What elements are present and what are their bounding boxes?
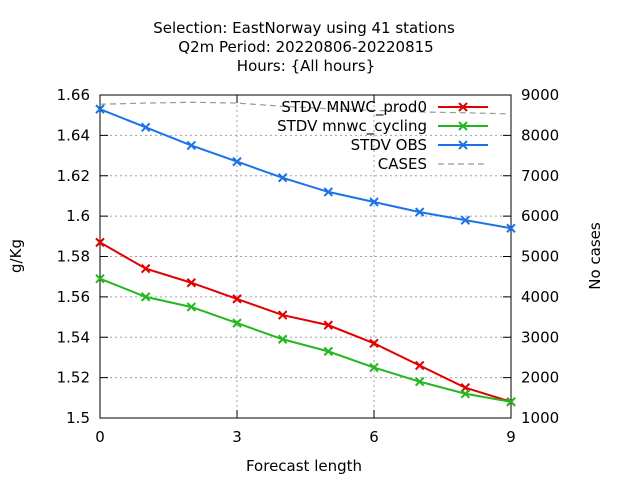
data-point <box>414 207 425 217</box>
series-3 <box>99 101 512 115</box>
data-point <box>232 156 242 167</box>
legend-entry: STDV MNWC_prod0 <box>281 98 488 117</box>
series-line <box>99 108 512 230</box>
y2-tick-label: 1000 <box>521 409 559 427</box>
data-point <box>95 104 105 114</box>
y2-tick-label: 4000 <box>521 288 559 306</box>
y2-tick-label: 3000 <box>521 328 559 346</box>
x-tick-label: 0 <box>95 428 105 446</box>
legend-entry: STDV mnwc_cycling <box>277 117 488 136</box>
data-point <box>460 215 471 225</box>
y-tick-label: 1.62 <box>57 167 90 185</box>
data-point <box>140 292 151 302</box>
data-point <box>414 360 425 371</box>
data-series <box>95 101 516 407</box>
data-point <box>369 197 379 207</box>
y-tick-label: 1.64 <box>57 126 90 144</box>
title-line-1: Selection: EastNorway using 41 stations <box>153 19 455 37</box>
x-tick-label: 9 <box>506 428 516 446</box>
legend-marker <box>458 140 468 150</box>
axes: 1.5 1.52 1.54 1.56 1.58 1.6 1.62 1.64 1.66 1000 20… <box>57 86 560 446</box>
y-tick-label: 1.56 <box>57 288 90 306</box>
data-point <box>323 187 334 197</box>
data-point <box>323 320 334 330</box>
x-axis-label: Forecast length <box>246 457 362 475</box>
y2-tick-label: 5000 <box>521 248 559 266</box>
data-point <box>140 122 151 133</box>
data-point <box>277 310 288 320</box>
legend-label: STDV OBS <box>351 136 427 154</box>
y-tick-label: 1.6 <box>66 207 90 225</box>
y2-tick-label: 8000 <box>521 126 559 144</box>
chart-title: Selection: EastNorway using 41 stations … <box>153 19 455 75</box>
y2-axis-label: No cases <box>586 222 604 290</box>
y2-tick-label: 6000 <box>521 207 559 225</box>
legend-label: CASES <box>378 155 427 173</box>
y2-tick-label: 7000 <box>521 167 559 185</box>
series-0 <box>95 237 516 407</box>
legend-entry: STDV OBS <box>351 136 488 154</box>
y2-tick-label: 2000 <box>521 369 559 387</box>
series-line <box>99 101 512 115</box>
title-line-2: Q2m Period: 20220806-20220815 <box>178 38 433 56</box>
data-point <box>506 223 516 233</box>
data-point <box>277 173 288 183</box>
data-point <box>95 237 105 248</box>
data-point <box>277 334 288 344</box>
y-tick-label: 1.54 <box>57 328 90 346</box>
legend-entry: CASES <box>378 155 488 173</box>
y-tick-label: 1.58 <box>57 248 90 266</box>
y-tick-label: 1.52 <box>57 369 90 387</box>
data-point <box>95 273 105 284</box>
data-point <box>186 302 197 312</box>
series-line <box>99 277 512 403</box>
series-line <box>99 241 512 403</box>
y2-tick-label: 9000 <box>521 86 559 104</box>
y-tick-label: 1.5 <box>66 409 90 427</box>
data-point <box>140 263 151 274</box>
data-point <box>506 397 516 407</box>
data-point <box>414 376 425 387</box>
x-tick-label: 3 <box>232 428 242 446</box>
data-point <box>232 318 242 328</box>
legend-label: STDV MNWC_prod0 <box>281 98 427 117</box>
legend-marker <box>458 102 468 112</box>
data-point <box>232 294 242 304</box>
legend-marker <box>458 121 468 131</box>
data-point <box>323 346 334 357</box>
data-point <box>186 140 197 151</box>
data-point <box>369 338 379 349</box>
data-point <box>460 389 471 399</box>
data-point <box>369 362 379 373</box>
y-axis-label: g/Kg <box>7 239 25 273</box>
series-2 <box>95 104 516 233</box>
series-1 <box>95 273 516 407</box>
legend-label: STDV mnwc_cycling <box>277 117 427 136</box>
y-tick-label: 1.66 <box>57 86 90 104</box>
x-tick-label: 6 <box>369 428 379 446</box>
title-line-3: Hours: {All hours} <box>237 57 375 75</box>
grid-lines <box>100 95 511 418</box>
data-point <box>186 278 197 288</box>
